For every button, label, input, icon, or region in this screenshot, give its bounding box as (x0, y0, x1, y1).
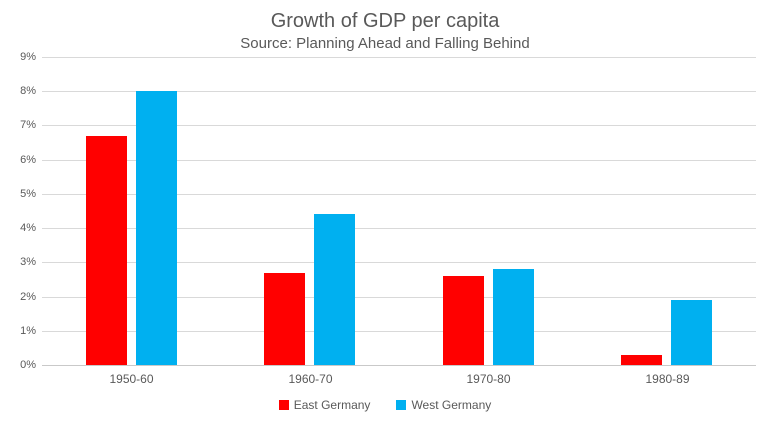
gridline (42, 57, 756, 58)
y-tick-label: 4% (20, 222, 36, 234)
bar-west-germany-1950-60 (136, 91, 177, 365)
chart-subtitle: Source: Planning Ahead and Falling Behin… (240, 35, 530, 52)
bar-east-germany-1960-70 (264, 273, 305, 365)
bar-east-germany-1950-60 (86, 136, 127, 365)
y-tick-label: 7% (20, 119, 36, 131)
chart-title: Growth of GDP per capita (270, 10, 500, 32)
bar-west-germany-1970-80 (493, 269, 534, 365)
legend: East Germany West Germany (0, 398, 770, 412)
x-tick-label: 1980-89 (645, 372, 690, 386)
legend-swatch-east-germany (278, 400, 289, 410)
x-tick-label: 1950-60 (109, 372, 154, 386)
legend-item-east-germany: East Germany (278, 398, 371, 412)
bar-east-germany-1970-80 (443, 276, 484, 365)
x-tick-label: 1960-70 (288, 372, 333, 386)
plot-area (42, 57, 756, 366)
y-tick-label: 3% (20, 256, 36, 268)
y-tick-label: 1% (20, 325, 36, 337)
y-tick-label: 6% (20, 154, 36, 166)
legend-label: East Germany (293, 398, 371, 412)
gridline (42, 125, 756, 126)
y-tick-label: 2% (20, 291, 36, 303)
y-tick-label: 9% (20, 51, 36, 63)
gridline (42, 91, 756, 92)
gridline (42, 194, 756, 195)
y-tick-label: 8% (20, 85, 36, 97)
bar-west-germany-1980-89 (671, 300, 712, 365)
gridline (42, 160, 756, 161)
gridline (42, 228, 756, 229)
y-tick-label: 5% (20, 188, 36, 200)
x-tick-label: 1970-80 (466, 372, 511, 386)
gridline (42, 297, 756, 298)
legend-swatch-west-germany (396, 400, 407, 410)
y-tick-label: 0% (20, 359, 36, 371)
gridline (42, 262, 756, 263)
bar-west-germany-1960-70 (314, 214, 355, 365)
legend-item-west-germany: West Germany (396, 398, 491, 412)
bar-east-germany-1980-89 (621, 355, 662, 365)
legend-label: West Germany (411, 398, 492, 412)
gridline (42, 331, 756, 332)
